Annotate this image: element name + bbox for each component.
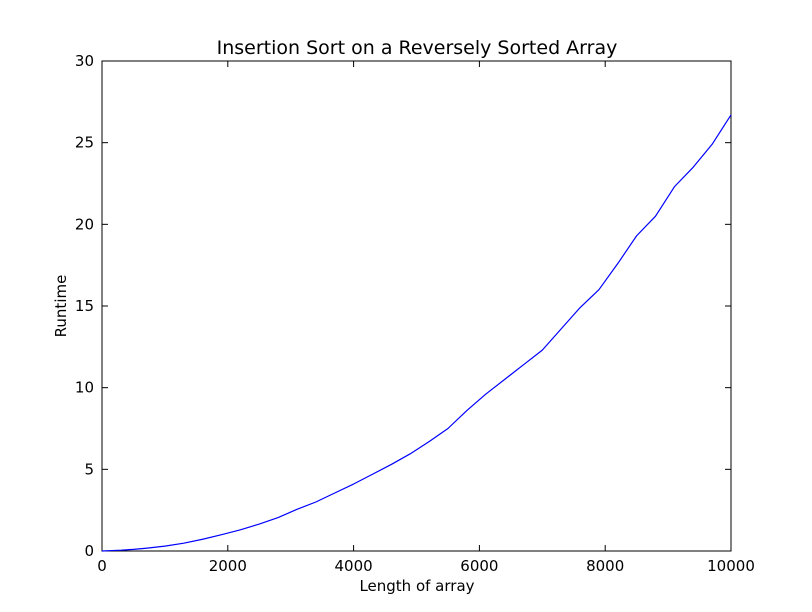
x-tick-label: 8000	[586, 557, 624, 575]
y-tick-label: 15	[75, 297, 94, 315]
x-tick-label: 10000	[707, 557, 755, 575]
y-tick-label: 10	[75, 379, 94, 397]
series-line	[101, 114, 732, 552]
plot-frame-group	[101, 60, 732, 552]
plot-frame	[101, 60, 732, 552]
y-tick-label: 30	[75, 52, 94, 70]
y-axis-label: Runtime	[52, 275, 70, 338]
y-ticks-group: 0 5 10 15 20 25 30	[75, 52, 731, 560]
x-tick-label: 6000	[460, 557, 498, 575]
x-tick-label: 4000	[335, 557, 373, 575]
x-ticks-group: 0 2000 4000 6000 8000 10000	[97, 61, 755, 575]
x-axis-label: Length of array	[359, 577, 474, 595]
y-tick-label: 20	[75, 215, 94, 233]
y-tick-label: 0	[84, 542, 94, 560]
chart-title: Insertion Sort on a Reversely Sorted Arr…	[217, 37, 618, 59]
y-tick-label: 5	[84, 460, 94, 478]
x-tick-label: 2000	[209, 557, 247, 575]
y-tick-label: 25	[75, 134, 94, 152]
x-tick-label: 0	[97, 557, 107, 575]
series-group	[101, 114, 732, 552]
